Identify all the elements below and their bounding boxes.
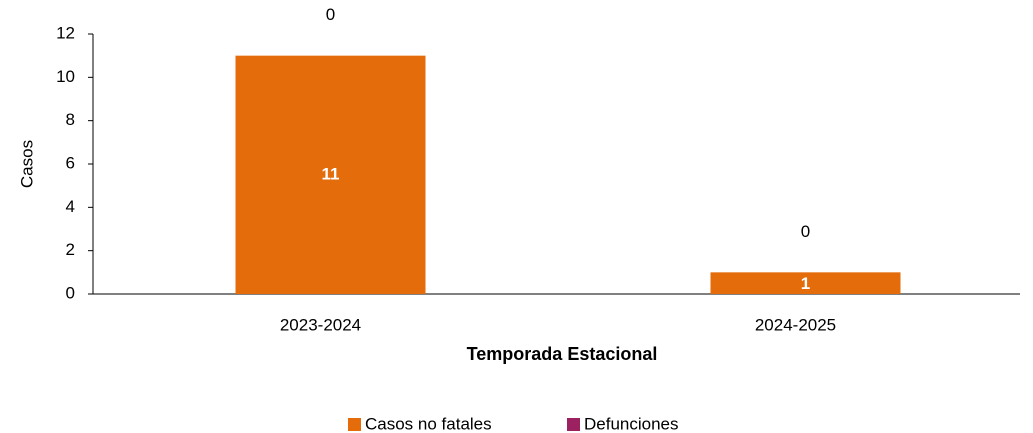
y-tick-label: 0: [66, 283, 75, 302]
data-label: 1: [801, 274, 810, 293]
bar-segment: [710, 272, 901, 294]
legend-label: Defunciones: [584, 414, 679, 433]
x-tick-label: 2024-2025: [755, 315, 836, 334]
y-tick-label: 8: [66, 110, 75, 129]
x-axis-title: Temporada Estacional: [467, 344, 658, 364]
data-label: 0: [326, 5, 335, 24]
bar-segment: [235, 55, 426, 294]
legend-swatch: [567, 418, 580, 431]
y-tick-label: 2: [66, 240, 75, 259]
data-label: 11: [322, 164, 340, 183]
y-tick-label: 4: [66, 197, 75, 216]
y-tick-label: 6: [66, 153, 75, 172]
data-label: 0: [801, 222, 810, 241]
legend-label: Casos no fatales: [365, 414, 492, 433]
legend-swatch: [348, 418, 361, 431]
x-tick-label: 2023-2024: [280, 315, 361, 334]
y-tick-label: 10: [56, 67, 75, 86]
y-tick-label: 12: [56, 23, 75, 42]
y-axis-title: Casos: [17, 140, 36, 188]
